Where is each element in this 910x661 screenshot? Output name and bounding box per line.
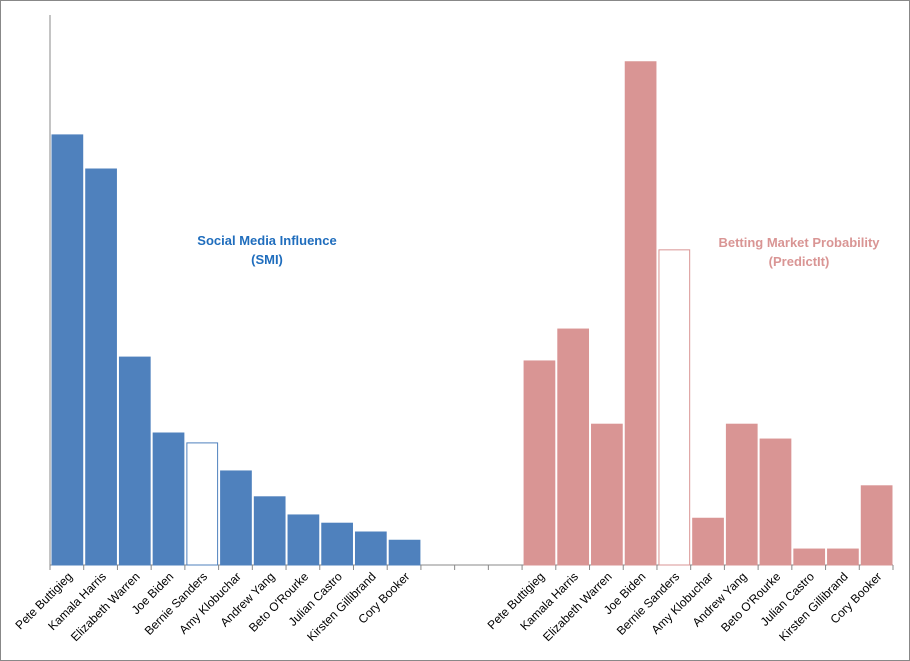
bar: [523, 360, 556, 566]
bar: [152, 432, 185, 566]
series-label: (PredictIt): [769, 254, 830, 269]
bar: [354, 531, 387, 566]
bar: [658, 249, 691, 566]
bar: [624, 61, 657, 566]
bar: [51, 134, 84, 566]
bar: [186, 442, 219, 566]
bar: [793, 548, 826, 566]
bar: [557, 328, 590, 566]
bar: [692, 517, 724, 566]
series-label: Betting Market Probability: [718, 235, 880, 250]
bar: [118, 356, 151, 566]
bar: [388, 539, 421, 566]
bar: [759, 438, 792, 566]
bar: [321, 522, 353, 566]
bar: [220, 470, 252, 566]
series-label: Social Media Influence: [197, 233, 336, 248]
bar: [827, 548, 859, 566]
bar: [287, 514, 320, 566]
bar: [860, 485, 893, 566]
bar: [253, 496, 286, 566]
bar: [591, 423, 623, 566]
bar: [725, 423, 758, 566]
series-label: (SMI): [251, 252, 283, 267]
bar: [85, 168, 117, 566]
